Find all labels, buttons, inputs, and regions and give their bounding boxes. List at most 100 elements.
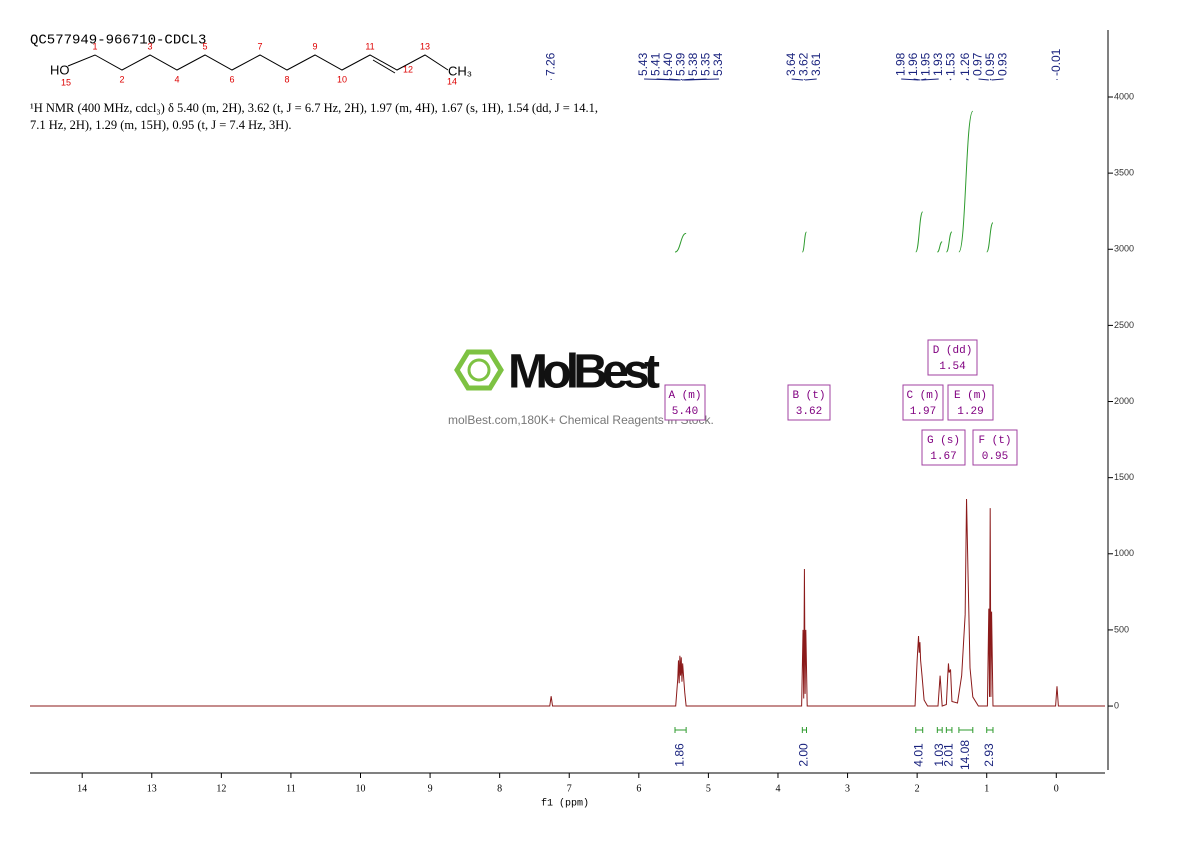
peak-connector: [684, 78, 720, 81]
integral-curve: [674, 232, 687, 253]
methyl-label: CH₃: [448, 63, 472, 78]
x-tick-label: 14: [77, 783, 87, 794]
peak-label: 1.96: [906, 52, 920, 76]
integral-bracket: [801, 727, 808, 733]
multiplet-box: [902, 384, 944, 421]
hydroxyl-label: HO: [50, 62, 70, 77]
peak-label: 0.95: [983, 52, 997, 76]
x-axis-label: f1 (ppm): [541, 798, 589, 810]
chart-title: QC577949-966710-CDCL3: [30, 33, 206, 49]
y-tick-label: 1000: [1114, 548, 1134, 558]
y-tick-label: 3500: [1114, 168, 1134, 178]
x-tick-label: 7: [567, 783, 572, 794]
multiplet-shift: 5.40: [672, 406, 698, 418]
atom-number: 4: [174, 74, 179, 84]
integral-bracket: [915, 727, 924, 733]
integral-label: 14.08: [958, 740, 972, 770]
spectrum-trace: [30, 498, 1105, 707]
peak-connector: [965, 78, 969, 81]
integral-curve: [801, 231, 807, 253]
peak-label: 0.97: [971, 52, 985, 76]
integral-bracket: [986, 727, 994, 733]
x-tick-label: 0: [1054, 783, 1059, 794]
peak-label: 5.40: [661, 52, 675, 76]
atom-number: 2: [119, 74, 124, 84]
y-tick-label: 2500: [1114, 320, 1134, 330]
atom-number: 13: [420, 41, 430, 51]
integral-bracket: [936, 727, 943, 733]
atom-number: 11: [365, 41, 374, 51]
x-tick-label: 3: [845, 783, 850, 794]
multiplet-shift: 0.95: [982, 451, 1008, 463]
peak-connector: [978, 78, 989, 81]
y-tick-label: 500: [1114, 624, 1129, 634]
integral-curve: [937, 241, 943, 253]
atom-number: 5: [202, 41, 207, 51]
peak-label: 3.61: [809, 52, 823, 76]
peak-label: 7.26: [543, 52, 557, 76]
multiplet-name: E (m): [954, 390, 987, 402]
double-bond: [372, 59, 396, 74]
x-tick-label: 5: [706, 783, 711, 794]
integral-label: 2.93: [982, 743, 996, 767]
integral-label: 2.01: [941, 743, 955, 767]
nmr-description: ¹H NMR (400 MHz, cdcl₃) δ 5.40 (m, 2H), …: [30, 101, 598, 132]
watermark-tagline: molBest.com,180K+ Chemical Reagents In S…: [448, 413, 714, 427]
atom-number: 6: [229, 74, 234, 84]
watermark: MolBest molBest.com,180K+ Chemical Reage…: [448, 346, 714, 428]
x-tick-label: 4: [775, 783, 780, 794]
peak-connector: [791, 78, 804, 81]
multiplet-shift: 1.29: [957, 406, 983, 418]
multiplet-name: B (t): [792, 390, 825, 402]
multiplet-name: G (s): [927, 435, 960, 447]
integral-label: 4.01: [911, 743, 925, 767]
y-tick-label: 1500: [1114, 472, 1134, 482]
x-tick-label: 1: [984, 783, 989, 794]
multiplet-shift: 1.54: [939, 361, 966, 373]
y-tick-label: 2000: [1114, 396, 1134, 406]
peak-connector: [989, 78, 992, 81]
atom-number: 15: [61, 77, 71, 87]
multiplet-box: [927, 339, 978, 376]
peak-label: 0.93: [996, 52, 1010, 76]
atom-number: 8: [284, 74, 289, 84]
integral-curve: [945, 231, 953, 253]
peak-label: 5.41: [649, 52, 663, 76]
peak-label: -0.01: [1049, 48, 1063, 76]
x-tick-label: 2: [915, 783, 920, 794]
x-tick-label: 8: [497, 783, 502, 794]
integral-bracket: [945, 727, 953, 733]
integral-bracket: [958, 727, 974, 733]
multiplet-name: A (m): [668, 390, 701, 402]
multiplet-box: [664, 384, 706, 421]
peak-label: 5.39: [674, 52, 688, 76]
peak-connector: [669, 78, 681, 81]
x-tick-label: 9: [428, 783, 433, 794]
peak-label: 5.43: [636, 52, 650, 76]
peak-label: 3.64: [784, 52, 798, 76]
multiplet-box: [947, 384, 994, 421]
peak-connector: [805, 78, 817, 81]
y-tick-label: 4000: [1114, 91, 1134, 101]
x-tick-label: 11: [286, 783, 296, 794]
multiplet-box: [921, 429, 966, 466]
integral-curve: [915, 211, 924, 253]
y-tick-label: 0: [1114, 700, 1119, 710]
peak-connector: [921, 78, 939, 81]
integral-curve: [958, 110, 974, 253]
atom-number: 14: [447, 76, 457, 86]
peak-connector: [913, 78, 920, 81]
atom-number: 3: [147, 41, 152, 51]
x-tick-label: 13: [147, 783, 157, 794]
y-tick-label: 3000: [1114, 244, 1134, 254]
logo-ring: [467, 358, 491, 382]
x-tick-label: 12: [216, 783, 226, 794]
peak-label: 1.98: [893, 52, 907, 76]
integral-label: 1.03: [932, 743, 946, 767]
multiplet-shift: 1.67: [930, 451, 956, 463]
integral-curve: [986, 222, 994, 253]
peak-connector: [901, 78, 919, 81]
multiplet-shift: 1.97: [910, 406, 936, 418]
peak-label: 1.93: [931, 52, 945, 76]
